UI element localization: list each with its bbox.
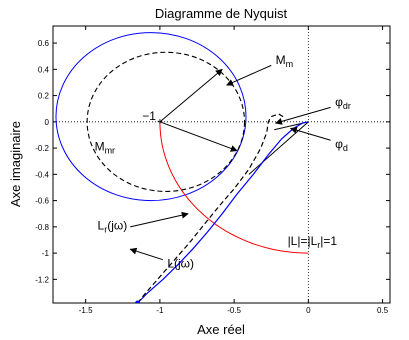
y-tick-label: -1 — [42, 249, 50, 258]
annotation-arrow — [289, 126, 331, 141]
annotation-label: Mm — [276, 53, 294, 69]
circle-m-mr — [86, 51, 246, 192]
m-circles — [55, 32, 247, 202]
critical-point-label: −1 — [142, 109, 156, 123]
x-tick-label: 0 — [306, 306, 311, 315]
x-tick-label: -0.5 — [227, 306, 241, 315]
y-axis-ticks: 0.6 0.4 0.2 0 -0.2 -0.4 -0.6 -0.8 -1 -1.2 — [35, 39, 390, 284]
y-tick-label: 0.6 — [38, 39, 50, 48]
annotation-label: φdr — [335, 95, 351, 111]
y-tick-label: -0.4 — [35, 170, 49, 179]
y-tick-label: -1.2 — [35, 275, 49, 284]
y-axis-label: Axe imaginaire — [8, 121, 23, 207]
unit-circle-arc — [159, 121, 309, 254]
annotation-arrow — [226, 64, 272, 86]
curve-end-marker — [135, 300, 141, 303]
annotation-label: Lr(jω) — [98, 218, 128, 234]
curve-lr — [137, 113, 284, 303]
annotation-arrow — [275, 106, 331, 125]
y-tick-label: 0.2 — [38, 92, 50, 101]
y-tick-label: 0.4 — [38, 65, 50, 74]
x-axis-label: Axe réel — [197, 322, 245, 337]
annotation-arrow — [159, 121, 238, 152]
x-tick-label: -1 — [156, 306, 164, 315]
x-tick-label: -1.5 — [79, 306, 93, 315]
annotation-label: L(jω) — [167, 257, 194, 271]
annotation-arrow — [130, 211, 189, 228]
y-tick-label: -0.6 — [35, 197, 49, 206]
y-tick-label: 0 — [45, 118, 50, 127]
annotation-label: Mmr — [95, 140, 116, 156]
y-tick-label: -0.8 — [35, 223, 49, 232]
axis-origin-crosshair — [53, 26, 390, 303]
y-tick-label: -0.2 — [35, 144, 49, 153]
annotation-arrow — [129, 247, 164, 261]
circle-m-m — [55, 32, 247, 202]
annotation-label: |L|=|Lr|=1 — [288, 234, 338, 250]
annotations: Mm Mmr φdr φd Lr(jω) L(jω) |L|=|Lr|=1 — [95, 53, 351, 270]
chart-title: Diagramme de Nyquist — [155, 6, 288, 21]
x-tick-label: 0.5 — [377, 306, 389, 315]
x-axis-ticks: -1.5 -1 -0.5 0 0.5 — [79, 26, 389, 315]
annotation-arrow — [159, 68, 223, 123]
annotation-label: φd — [335, 137, 348, 153]
